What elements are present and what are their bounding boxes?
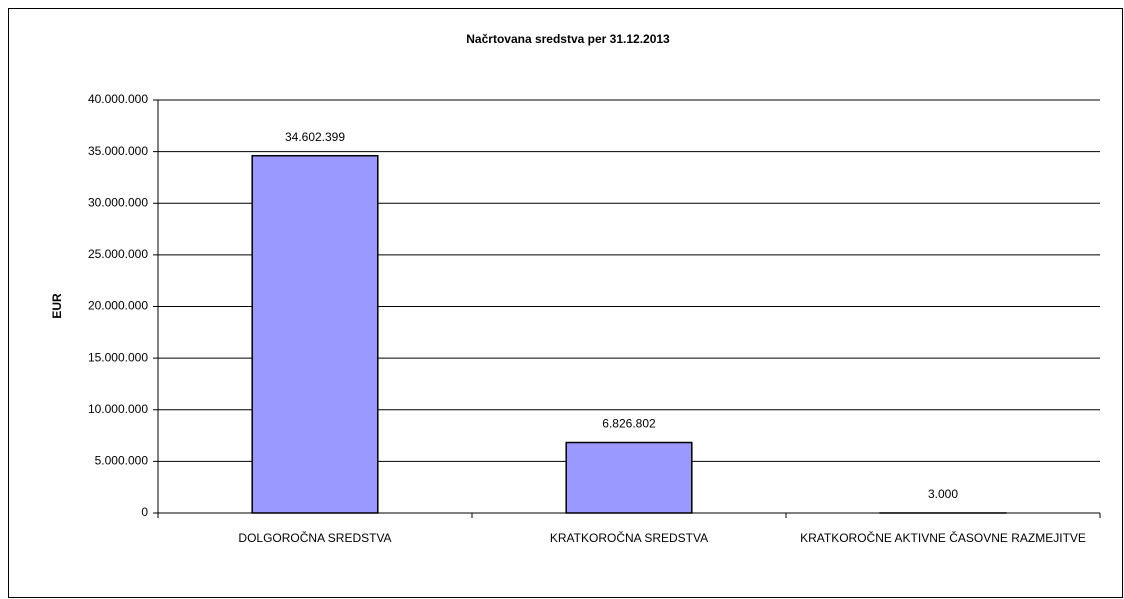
value-label: 3.000 xyxy=(928,487,958,501)
y-tick-label: 20.000.000 xyxy=(88,299,148,313)
x-tick-label: KRATKOROČNA SREDSTVA xyxy=(549,531,709,545)
bar xyxy=(565,441,693,514)
value-label: 6.826.802 xyxy=(602,417,656,431)
y-tick-label: 0 xyxy=(141,505,148,519)
bar xyxy=(251,154,379,514)
y-axis-label: EUR xyxy=(50,293,64,319)
x-tick-label: DOLGOROČNA SREDSTVA xyxy=(238,531,392,545)
y-tick-label: 15.000.000 xyxy=(88,350,148,364)
y-tick-label: 25.000.000 xyxy=(88,247,148,261)
y-tick-label: 5.000.000 xyxy=(95,454,149,468)
y-tick-label: 40.000.000 xyxy=(88,92,148,106)
chart-title: Načrtovana sredstva per 31.12.2013 xyxy=(466,32,670,46)
y-tick-label: 30.000.000 xyxy=(88,195,148,209)
x-tick-label: KRATKOROČNE AKTIVNE ČASOVNE RAZMEJITVE xyxy=(800,531,1086,545)
y-tick-label: 35.000.000 xyxy=(88,144,148,158)
y-tick-label: 10.000.000 xyxy=(88,402,148,416)
value-label: 34.602.399 xyxy=(285,130,345,144)
